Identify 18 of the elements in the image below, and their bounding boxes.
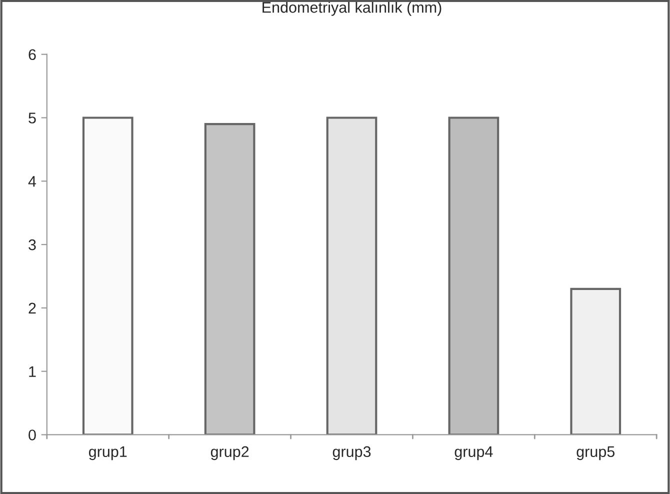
y-tick-label: 4 [28,176,36,187]
y-tick-label: 0 [28,430,36,440]
chart-title: Endometriyal kalınlık (mm) [262,2,442,16]
bar [448,116,500,435]
x-tick-label: grup1 [88,446,127,460]
bar [204,123,256,435]
bar [326,116,378,435]
y-tick-label: 5 [28,112,36,124]
x-tick-label: grup5 [576,446,615,460]
x-tick-label: grup3 [332,446,371,460]
x-tick-label: grup2 [210,446,249,460]
bar [570,288,622,435]
y-tick-label: 6 [28,49,36,60]
bar [82,116,134,435]
y-tick-label: 3 [28,239,36,250]
y-tick-label: 2 [28,302,36,314]
y-tick-label: 1 [29,366,36,377]
x-tick-label: grup4 [454,446,493,460]
